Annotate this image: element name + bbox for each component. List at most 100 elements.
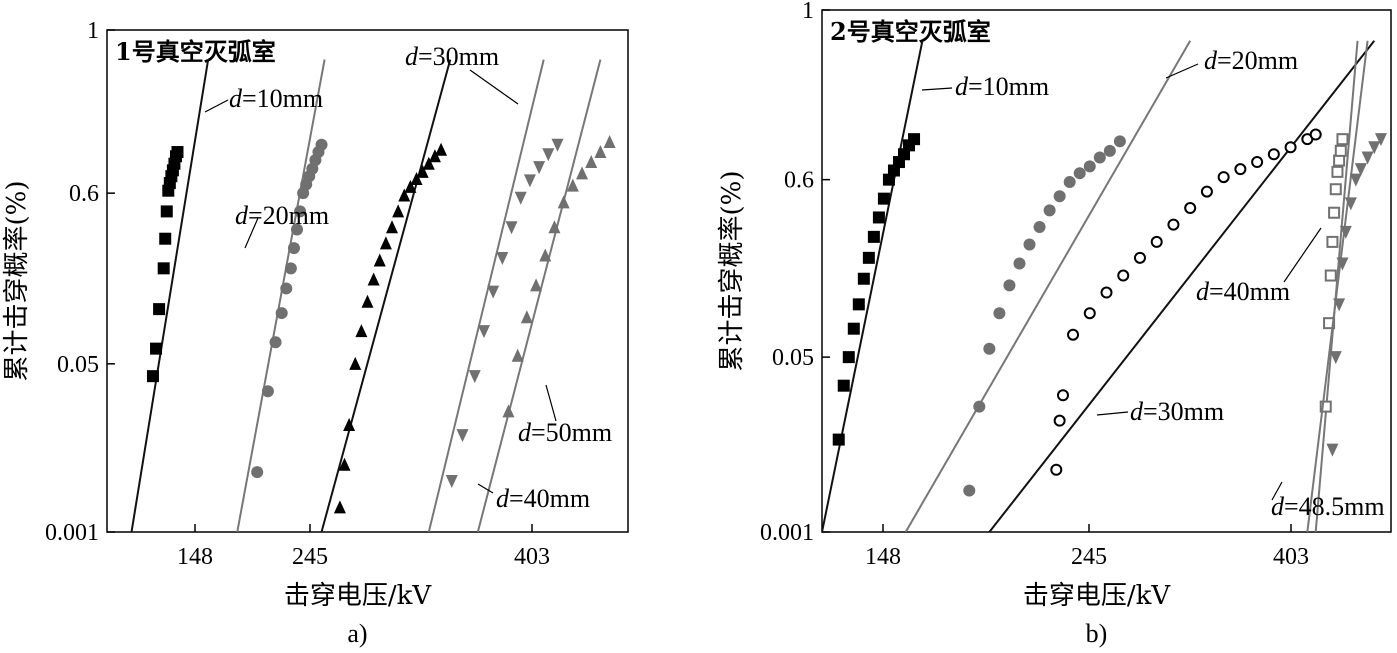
data-point: [416, 164, 429, 178]
data-point: [1336, 133, 1349, 146]
y-axis-label: 累计击穿概率(%): [717, 171, 747, 372]
data-point: [1093, 151, 1106, 164]
x-tick-label: 245: [1071, 544, 1107, 570]
data-point: [392, 204, 405, 218]
data-point: [877, 192, 890, 205]
fit-line-d=40mm: [427, 59, 545, 532]
data-point: [594, 145, 607, 159]
series-label: d=40mm: [496, 484, 590, 513]
data-point: [1354, 163, 1367, 177]
data-point: [1217, 171, 1230, 184]
data-point: [171, 146, 184, 159]
data-point: [837, 379, 850, 392]
data-point: [1361, 151, 1374, 165]
y-axis-label: 累计击穿概率(%): [2, 181, 32, 382]
data-point: [548, 220, 561, 234]
data-point: [487, 285, 500, 299]
leader-line: [204, 99, 229, 113]
data-point: [315, 138, 328, 151]
data-point: [1326, 443, 1339, 457]
data-point: [1200, 185, 1213, 198]
data-point: [379, 236, 392, 250]
data-point: [832, 433, 845, 446]
leader-line: [545, 384, 557, 422]
data-point: [551, 138, 564, 152]
data-point: [1331, 165, 1344, 178]
data-point: [456, 429, 469, 443]
data-point: [284, 262, 297, 275]
series-d=50mm: [476, 59, 616, 532]
series-label: d=48.5mm: [1271, 492, 1385, 521]
data-point: [291, 223, 304, 236]
data-point: [585, 154, 598, 168]
series-d=30mm: [320, 59, 452, 532]
data-point: [287, 242, 300, 255]
data-point: [496, 251, 509, 265]
y-tick-label: 0.6: [784, 168, 814, 194]
data-point: [1323, 317, 1336, 330]
data-point: [842, 351, 855, 364]
data-point: [1073, 167, 1086, 180]
x-tick-label: 148: [865, 544, 901, 570]
data-point: [1336, 257, 1349, 271]
series-label: d=50mm: [518, 418, 612, 447]
data-point: [150, 342, 163, 355]
data-point: [404, 179, 417, 193]
x-tick-label: 403: [514, 544, 550, 570]
data-point: [355, 324, 368, 338]
data-point: [361, 294, 374, 308]
y-tick-label: 1: [87, 18, 99, 44]
data-point: [1033, 221, 1046, 234]
series-label: d=10mm: [955, 72, 1049, 101]
data-point: [1053, 414, 1066, 427]
data-point: [343, 417, 356, 431]
data-point: [1043, 204, 1056, 217]
chart-title: 2号真空灭弧室: [830, 17, 991, 46]
data-point: [867, 230, 880, 243]
data-point: [993, 307, 1006, 320]
data-point: [511, 348, 524, 362]
leader-line: [1096, 411, 1129, 416]
data-point: [1374, 133, 1387, 147]
data-point: [1326, 235, 1339, 248]
data-point: [1349, 173, 1362, 187]
data-point: [872, 211, 885, 224]
data-point: [1056, 389, 1069, 402]
y-tick-label: 0.6: [69, 181, 99, 207]
data-point: [530, 278, 543, 292]
data-point: [1329, 183, 1342, 196]
data-point: [157, 262, 170, 275]
plot-frame: [821, 9, 1392, 533]
fit-line-d=20mm: [904, 40, 1192, 532]
y-tick-label: 1: [802, 0, 814, 24]
data-point: [983, 342, 996, 355]
data-point: [1328, 206, 1341, 219]
series-d=40mm: [427, 59, 564, 532]
data-point: [1344, 197, 1357, 211]
data-point: [1023, 238, 1036, 251]
y-tick-label: 0.001: [45, 520, 99, 546]
data-point: [1063, 176, 1076, 189]
data-point: [963, 484, 976, 497]
data-point: [1133, 251, 1146, 264]
data-point: [269, 336, 282, 349]
data-point: [1117, 269, 1130, 282]
data-point: [261, 385, 274, 398]
data-point: [422, 156, 435, 170]
chart-panel-2: 148 245 403 0.001 0.05 0.6 1 击穿电压/kV 累计击穿概率(%) 2号…: [717, 0, 1392, 648]
x-axis-label: 击穿电压/kV: [1023, 581, 1172, 611]
data-point: [468, 370, 481, 384]
data-point: [542, 148, 555, 162]
data-point: [1309, 128, 1322, 141]
series-label: d=20mm: [235, 201, 329, 230]
data-point: [857, 272, 870, 285]
fit-line-d=10mm: [130, 59, 210, 532]
data-point: [502, 404, 515, 418]
panel-label: a): [347, 619, 367, 648]
data-point: [1234, 163, 1247, 176]
fit-line-d=10mm: [822, 40, 924, 532]
y-tick-label: 0.05: [57, 352, 99, 378]
leader-line: [921, 87, 953, 91]
data-point: [159, 232, 172, 245]
series-d=20mm: [904, 40, 1192, 532]
